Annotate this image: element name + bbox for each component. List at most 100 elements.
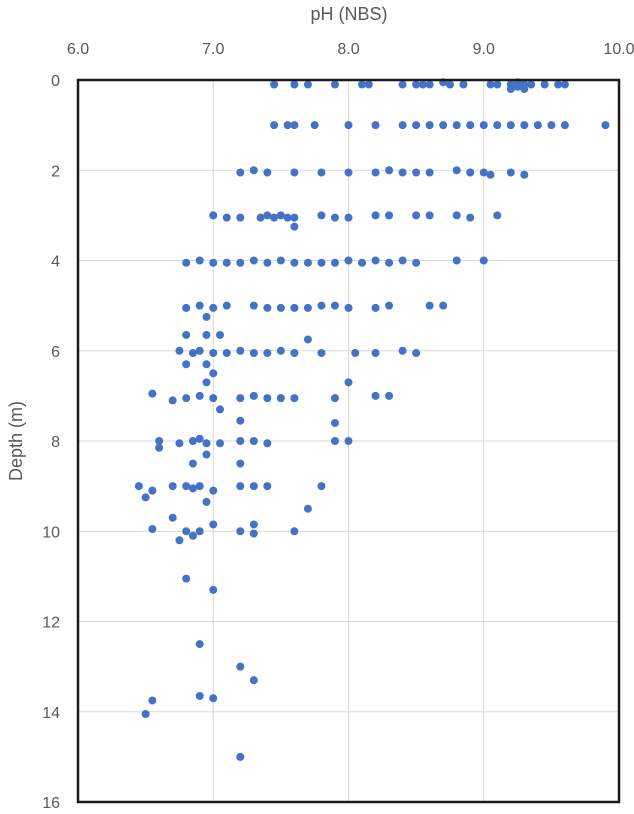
data-point [236, 168, 245, 177]
y-tick-label: 4 [51, 254, 60, 271]
data-point [236, 258, 245, 267]
data-point [249, 437, 258, 445]
data-point [188, 459, 197, 468]
data-point [276, 394, 285, 403]
data-point [290, 258, 299, 267]
data-point [330, 80, 339, 89]
data-point [134, 482, 143, 491]
data-point [493, 211, 502, 220]
data-point [452, 211, 461, 220]
data-point [317, 482, 326, 491]
data-point [385, 166, 394, 175]
data-point [182, 527, 191, 536]
data-point [330, 418, 339, 427]
data-point [452, 256, 461, 265]
data-point [351, 349, 360, 358]
data-point [182, 303, 191, 312]
y-tick-label: 10 [42, 524, 60, 541]
data-point [195, 434, 204, 443]
data-point [439, 301, 448, 310]
data-point [520, 121, 529, 130]
data-point [506, 121, 515, 130]
data-point [236, 752, 245, 761]
data-point [303, 504, 312, 513]
y-tick-labels: 0 2 4 6 8 10 12 14 16 [42, 73, 60, 812]
data-point [330, 213, 339, 222]
data-point [236, 527, 245, 536]
data-point [209, 585, 218, 594]
data-point [344, 437, 353, 445]
data-point [398, 346, 407, 355]
data-point [236, 437, 245, 445]
data-point [344, 378, 353, 387]
data-point [249, 676, 258, 685]
data-point [202, 450, 211, 459]
y-axis-title: Depth (m) [6, 401, 26, 481]
data-point [560, 80, 569, 89]
data-point [479, 121, 488, 130]
x-tick-label: 10.0 [603, 41, 634, 58]
data-point [148, 486, 157, 495]
y-tick-label: 2 [51, 163, 60, 180]
data-point [202, 497, 211, 506]
data-point [141, 493, 150, 502]
data-point [527, 80, 536, 89]
x-tick-label: 8.0 [337, 41, 359, 58]
data-point [236, 416, 245, 425]
data-point [270, 121, 279, 130]
data-point [249, 520, 258, 529]
data-point [493, 80, 502, 89]
data-point [425, 168, 434, 177]
plot-area-border [76, 78, 621, 804]
data-point [506, 85, 515, 94]
data-point [412, 258, 421, 267]
data-point [371, 211, 380, 220]
data-point [283, 121, 292, 130]
data-point [222, 349, 231, 358]
data-point [425, 121, 434, 130]
data-point [486, 170, 495, 179]
data-point [236, 213, 245, 222]
data-point [540, 80, 549, 89]
data-point [175, 536, 184, 545]
data-point [249, 349, 258, 358]
data-point [317, 349, 326, 358]
data-point [182, 574, 191, 583]
data-point [371, 391, 380, 400]
data-point [222, 301, 231, 310]
data-point [249, 256, 258, 265]
data-point [283, 213, 292, 222]
data-point [330, 437, 339, 445]
data-point [398, 168, 407, 177]
y-tick-label: 14 [42, 705, 60, 722]
data-points [134, 78, 610, 761]
x-tick-label: 9.0 [473, 41, 495, 58]
data-point [513, 82, 522, 91]
data-point [344, 168, 353, 177]
data-point [236, 346, 245, 355]
data-point [236, 459, 245, 468]
data-point [466, 121, 475, 130]
data-point [195, 482, 204, 491]
data-point [371, 256, 380, 265]
data-point [520, 170, 529, 179]
data-point [202, 439, 211, 448]
data-point [182, 394, 191, 403]
data-point [290, 168, 299, 177]
x-tick-labels: 6.0 7.0 8.0 9.0 10.0 [67, 41, 634, 58]
data-point [148, 524, 157, 533]
data-point [601, 121, 610, 130]
data-point [290, 527, 299, 536]
data-point [222, 213, 231, 222]
data-point [358, 258, 367, 267]
data-point [263, 258, 272, 267]
data-point [263, 439, 272, 448]
data-point [276, 256, 285, 265]
data-point [188, 531, 197, 540]
data-point [141, 710, 150, 719]
data-point [263, 394, 272, 403]
data-point [236, 394, 245, 403]
data-point [209, 369, 218, 378]
y-tick-label: 8 [51, 434, 60, 451]
data-point [256, 213, 265, 222]
